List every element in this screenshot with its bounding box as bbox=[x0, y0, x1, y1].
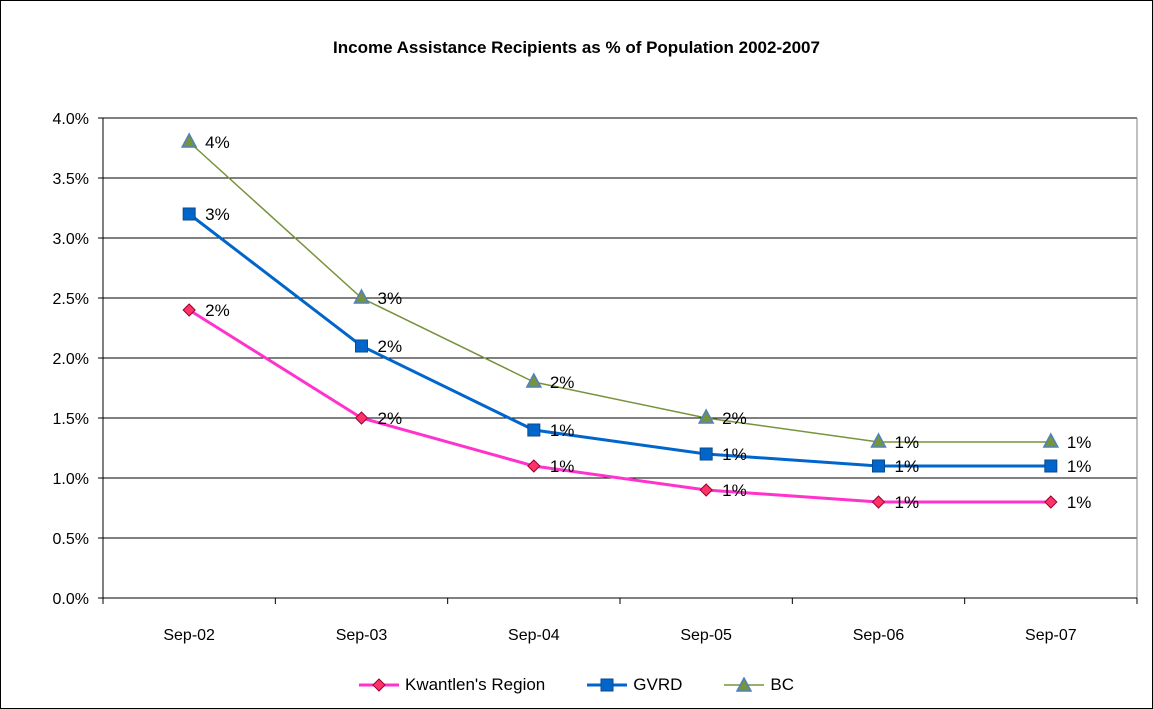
x-tick-label: Sep-07 bbox=[1025, 627, 1077, 644]
data-label: 2% bbox=[378, 409, 403, 428]
legend-key bbox=[358, 678, 399, 692]
series-line-0 bbox=[188, 308, 1051, 504]
x-tick-label: Sep-05 bbox=[680, 627, 732, 644]
y-tick-label: 1.5% bbox=[53, 411, 89, 428]
data-label: 2% bbox=[550, 373, 575, 392]
x-tick-label: Sep-06 bbox=[853, 627, 905, 644]
data-label: 1% bbox=[722, 445, 747, 464]
data-label: 3% bbox=[378, 289, 403, 308]
data-point bbox=[1044, 459, 1058, 473]
series-line-1 bbox=[188, 212, 1051, 468]
data-point bbox=[353, 288, 370, 304]
data-point bbox=[872, 459, 885, 473]
legend-key bbox=[587, 678, 628, 692]
legend-item: BC bbox=[724, 675, 794, 695]
data-label: 3% bbox=[205, 205, 230, 224]
y-tick-label: 1.0% bbox=[53, 471, 89, 488]
data-label: 1% bbox=[895, 433, 920, 452]
data-label: 1% bbox=[1067, 433, 1092, 452]
data-point bbox=[354, 411, 369, 425]
legend-item: Kwantlen's Region bbox=[358, 675, 546, 695]
data-point bbox=[697, 408, 715, 424]
data-label: 2% bbox=[378, 337, 403, 356]
data-point bbox=[1044, 495, 1058, 509]
legend-item: GVRD bbox=[587, 675, 682, 695]
y-tick-label: 2.5% bbox=[53, 291, 89, 308]
data-label: 1% bbox=[550, 421, 575, 440]
legend-label: GVRD bbox=[633, 675, 683, 694]
data-point bbox=[871, 495, 886, 509]
x-tick-label: Sep-03 bbox=[336, 627, 388, 644]
data-label: 2% bbox=[722, 409, 747, 428]
data-point bbox=[527, 459, 541, 473]
data-point bbox=[182, 207, 196, 221]
x-tick-label: Sep-04 bbox=[508, 627, 560, 644]
y-tick-label: 4.0% bbox=[53, 111, 89, 128]
y-tick-label: 0.0% bbox=[53, 591, 89, 608]
data-label: 1% bbox=[550, 457, 575, 476]
y-tick-label: 3.5% bbox=[53, 171, 89, 188]
data-label: 2% bbox=[205, 301, 230, 320]
data-point bbox=[699, 483, 713, 497]
data-point bbox=[182, 303, 196, 317]
data-point bbox=[180, 132, 198, 148]
data-label: 1% bbox=[895, 457, 920, 476]
data-point bbox=[527, 423, 541, 437]
x-tick-label: Sep-02 bbox=[163, 627, 215, 644]
data-point bbox=[525, 372, 543, 388]
data-point bbox=[870, 432, 887, 448]
y-tick-label: 3.0% bbox=[53, 231, 89, 248]
chart-title: Income Assistance Recipients as % of Pop… bbox=[333, 38, 820, 57]
legend-label: Kwantlen's Region bbox=[404, 675, 546, 694]
data-label: 1% bbox=[722, 481, 747, 500]
legend-label: BC bbox=[770, 675, 795, 694]
data-point bbox=[699, 447, 713, 461]
y-tick-label: 0.5% bbox=[53, 531, 89, 548]
data-label: 4% bbox=[205, 133, 230, 152]
legend: Kwantlen's Region GVRD BC bbox=[0, 675, 1153, 695]
data-point bbox=[355, 339, 368, 353]
y-tick-label: 2.0% bbox=[53, 351, 89, 368]
legend-key bbox=[724, 677, 765, 692]
data-point bbox=[1042, 432, 1060, 448]
data-label: 1% bbox=[895, 493, 920, 512]
data-label: 1% bbox=[1067, 493, 1092, 512]
data-label: 1% bbox=[1067, 457, 1092, 476]
series-line-2 bbox=[188, 141, 1051, 443]
